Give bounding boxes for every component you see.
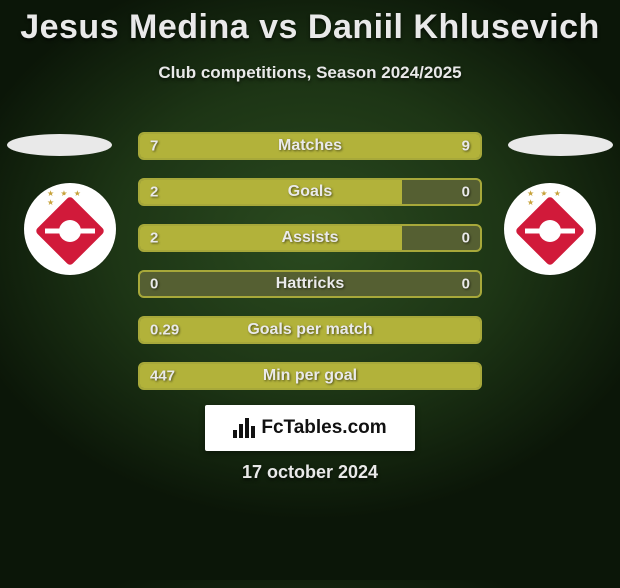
- stat-value-left: 447: [150, 368, 175, 385]
- crest-ball-icon: [59, 220, 81, 242]
- stat-label: Hattricks: [276, 275, 344, 293]
- stat-row: 2 0 Goals: [138, 178, 482, 206]
- stat-value-right: 9: [462, 138, 470, 155]
- comparison-chart: 7 9 Matches 2 0 Goals 2 0 Assists 0 0 Hattricks 0.29…: [138, 132, 482, 408]
- page-subtitle: Club competitions, Season 2024/2025: [0, 63, 620, 83]
- fctables-logo-icon: [233, 418, 255, 438]
- stat-row: 0.29 Goals per match: [138, 316, 482, 344]
- club-crest-left: ★ ★ ★ ★: [24, 183, 116, 275]
- stat-label: Matches: [278, 137, 342, 155]
- fctables-badge: FcTables.com: [205, 405, 415, 451]
- club-crest-right: ★ ★ ★ ★: [504, 183, 596, 275]
- stat-row: 0 0 Hattricks: [138, 270, 482, 298]
- stat-row: 2 0 Assists: [138, 224, 482, 252]
- crest-ball-icon: [539, 220, 561, 242]
- stat-row: 7 9 Matches: [138, 132, 482, 160]
- stat-value-left: 2: [150, 230, 158, 247]
- stat-value-left: 7: [150, 138, 158, 155]
- stat-value-left: 0.29: [150, 322, 179, 339]
- stat-value-right: 0: [462, 276, 470, 293]
- stat-label: Goals per match: [247, 321, 372, 339]
- stat-value-right: 0: [462, 184, 470, 201]
- stat-fill-left: [140, 226, 402, 250]
- stat-fill-left: [140, 180, 402, 204]
- stat-row: 447 Min per goal: [138, 362, 482, 390]
- stat-value-right: 0: [462, 230, 470, 247]
- stat-label: Goals: [288, 183, 332, 201]
- fctables-text: FcTables.com: [261, 417, 386, 439]
- player-halo-left: [7, 134, 112, 156]
- player-halo-right: [508, 134, 613, 156]
- generated-date: 17 october 2024: [242, 462, 378, 483]
- stat-value-left: 2: [150, 184, 158, 201]
- stat-value-left: 0: [150, 276, 158, 293]
- stat-label: Min per goal: [263, 367, 357, 385]
- stat-fill-left: [140, 134, 276, 158]
- stat-label: Assists: [282, 229, 339, 247]
- page-title: Jesus Medina vs Daniil Khlusevich: [0, 8, 620, 47]
